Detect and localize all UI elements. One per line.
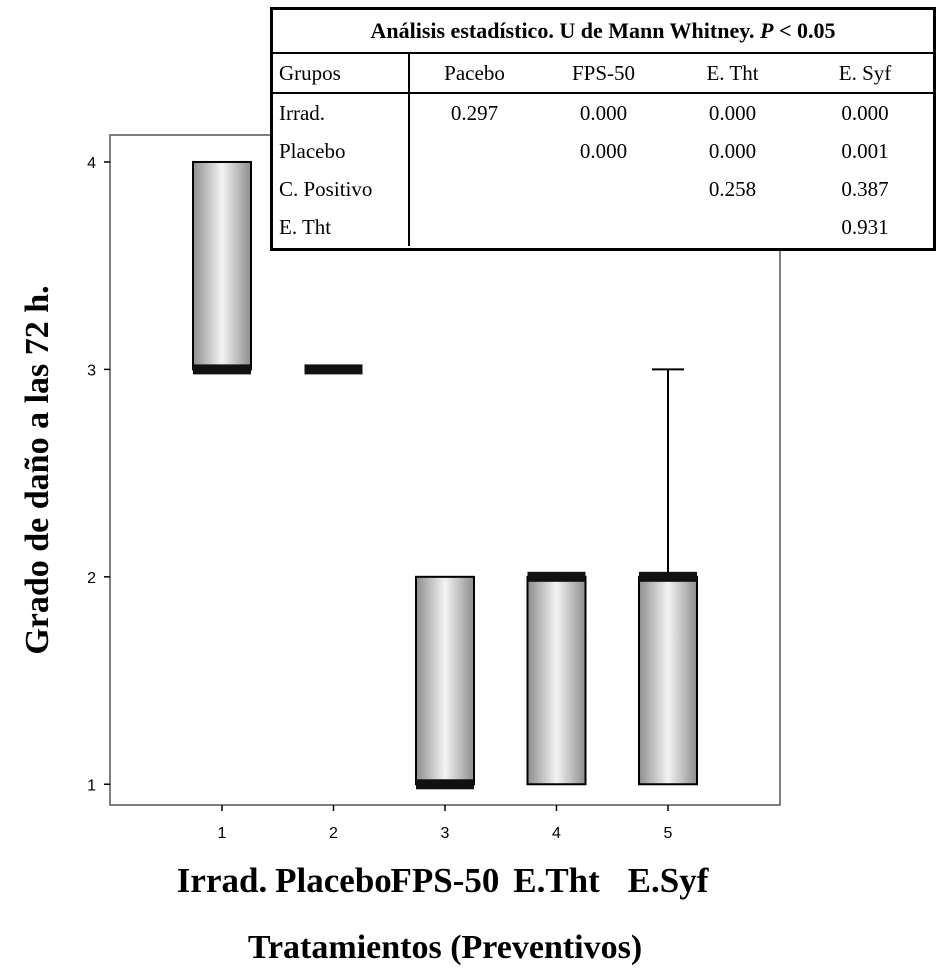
table-header-cell: E. Tht bbox=[668, 54, 797, 94]
box-body bbox=[638, 575, 698, 786]
table-row-label: Placebo bbox=[273, 132, 410, 170]
category-label: E.Tht bbox=[513, 861, 600, 900]
box-1 bbox=[192, 160, 252, 375]
box-4 bbox=[526, 571, 587, 786]
x-tick-label: 3 bbox=[441, 825, 450, 842]
table-cell: 0.931 bbox=[841, 215, 889, 239]
x-axis: 1 2 3 4 5 bbox=[218, 805, 673, 842]
x-tick-label: 4 bbox=[552, 825, 561, 842]
table-cell: 0.000 bbox=[579, 139, 628, 163]
y-tick-label: 2 bbox=[87, 570, 96, 587]
table-title-main: Análisis estadístico. U de Mann Whitney. bbox=[370, 18, 755, 43]
table-cell bbox=[410, 132, 539, 170]
median-line bbox=[416, 779, 474, 790]
table-header-cell: E. Syf bbox=[797, 54, 933, 94]
boxes-layer bbox=[192, 160, 698, 790]
table-title-p: P bbox=[760, 18, 774, 43]
table-cell bbox=[410, 170, 539, 208]
box-body bbox=[526, 575, 587, 786]
y-tick-label: 1 bbox=[87, 777, 96, 794]
table-row-label: C. Positivo bbox=[273, 170, 410, 208]
table-row-label: Irrad. bbox=[273, 94, 410, 132]
mann-whitney-table: Análisis estadístico. U de Mann Whitney.… bbox=[270, 7, 936, 251]
x-tick-label: 2 bbox=[329, 825, 338, 842]
table-cell: 0.000 bbox=[708, 139, 757, 163]
table-cell bbox=[668, 208, 797, 246]
table-row-label: E. Tht bbox=[273, 208, 410, 246]
category-label: FPS-50 bbox=[391, 861, 500, 900]
x-tick-label: 5 bbox=[664, 825, 673, 842]
box-body bbox=[192, 160, 252, 371]
box-3 bbox=[415, 575, 475, 790]
table-cell: 0.297 bbox=[450, 101, 499, 125]
y-tick-label: 4 bbox=[87, 155, 96, 172]
x-axis-title: Tratamientos (Preventivos) bbox=[248, 929, 642, 966]
median-line bbox=[527, 571, 586, 582]
table-cell: 0.000 bbox=[708, 101, 757, 125]
x-tick-label: 1 bbox=[218, 825, 227, 842]
table-cell: 0.000 bbox=[841, 101, 889, 125]
box-5 bbox=[638, 368, 698, 786]
category-label: Placebo bbox=[275, 861, 392, 900]
median-line bbox=[193, 364, 251, 375]
y-tick-label: 3 bbox=[87, 362, 96, 379]
table-cell bbox=[539, 208, 668, 246]
table-header-cell: Pacebo bbox=[410, 54, 539, 94]
median-line bbox=[639, 571, 697, 582]
table-header-cell: FPS-50 bbox=[539, 54, 668, 94]
table-cell: 0.387 bbox=[841, 177, 889, 201]
table-title: Análisis estadístico. U de Mann Whitney.… bbox=[273, 10, 933, 54]
table-cell: 0.000 bbox=[579, 101, 628, 125]
table-cell: 0.001 bbox=[841, 139, 889, 163]
table-cell bbox=[539, 170, 668, 208]
median-line bbox=[304, 364, 363, 375]
table-cell: 0.258 bbox=[708, 177, 757, 201]
category-label: Irrad. bbox=[177, 861, 267, 900]
table-cell bbox=[410, 208, 539, 246]
table-grid: Grupos Pacebo FPS-50 E. Tht E. Syf Irrad. 0.29… bbox=[273, 54, 933, 246]
table-title-threshold: < 0.05 bbox=[778, 18, 836, 43]
y-axis-title: Grado de daño a las 72 h. bbox=[19, 285, 56, 654]
category-label: E.Syf bbox=[628, 861, 709, 900]
box-body bbox=[415, 575, 475, 786]
box-2 bbox=[304, 364, 363, 375]
y-axis: 1 2 3 4 bbox=[87, 155, 110, 794]
table-header-groups: Grupos bbox=[273, 54, 410, 94]
